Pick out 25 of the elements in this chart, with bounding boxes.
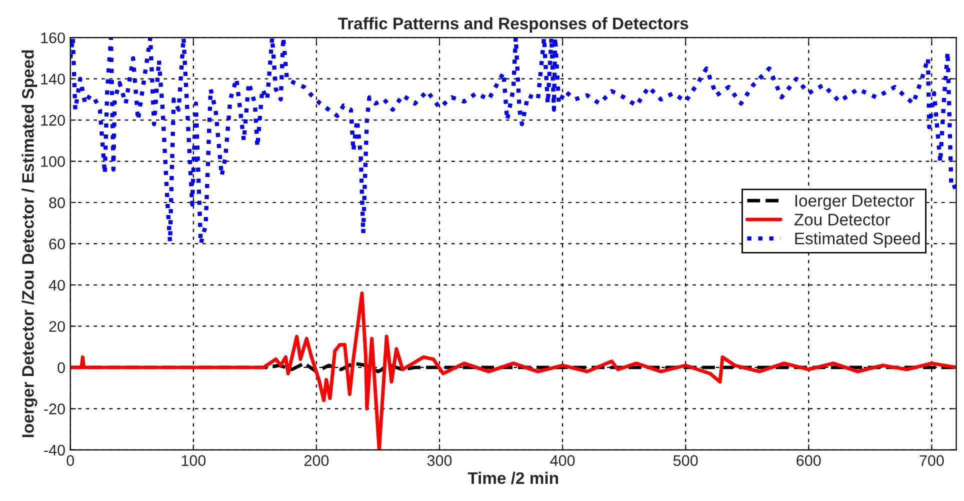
y-tick-label: 60 bbox=[49, 238, 65, 250]
x-tick-label: 700 bbox=[920, 455, 944, 466]
y-tick-label: 100 bbox=[41, 156, 65, 167]
y-tick-label: 140 bbox=[41, 74, 65, 84]
y-tick-label: 0 bbox=[58, 362, 65, 374]
x-tick-label: 100 bbox=[182, 455, 206, 466]
x-tick-label: 300 bbox=[427, 455, 452, 466]
x-tick-label: 400 bbox=[550, 455, 575, 466]
x-tick-label: 200 bbox=[304, 455, 329, 466]
y-tick-label: 80 bbox=[49, 197, 65, 208]
legend-label: Zou Detector bbox=[794, 214, 890, 226]
y-tick-label: 40 bbox=[48, 280, 65, 291]
x-tick-label: 600 bbox=[796, 455, 821, 466]
y-tick-label: 120 bbox=[41, 114, 65, 126]
x-tick-label: 0 bbox=[66, 455, 74, 466]
y-tick-label: -40 bbox=[44, 444, 65, 456]
x-axis-title: Time /2 min bbox=[468, 472, 558, 484]
y-axis-title: Ioerger Detector /Zou Detector / Estimated Speed bbox=[22, 50, 38, 438]
x-tick-label: 500 bbox=[673, 455, 698, 466]
y-tick-label: -20 bbox=[44, 404, 65, 414]
y-tick-label: 20 bbox=[49, 321, 65, 332]
chart-title: Traffic Patterns and Responses of Detectors bbox=[338, 17, 688, 33]
legend-label: Estimated Speed bbox=[795, 232, 920, 248]
legend-label: Ioerger Detector bbox=[795, 195, 914, 210]
y-tick-label: 160 bbox=[41, 32, 65, 44]
